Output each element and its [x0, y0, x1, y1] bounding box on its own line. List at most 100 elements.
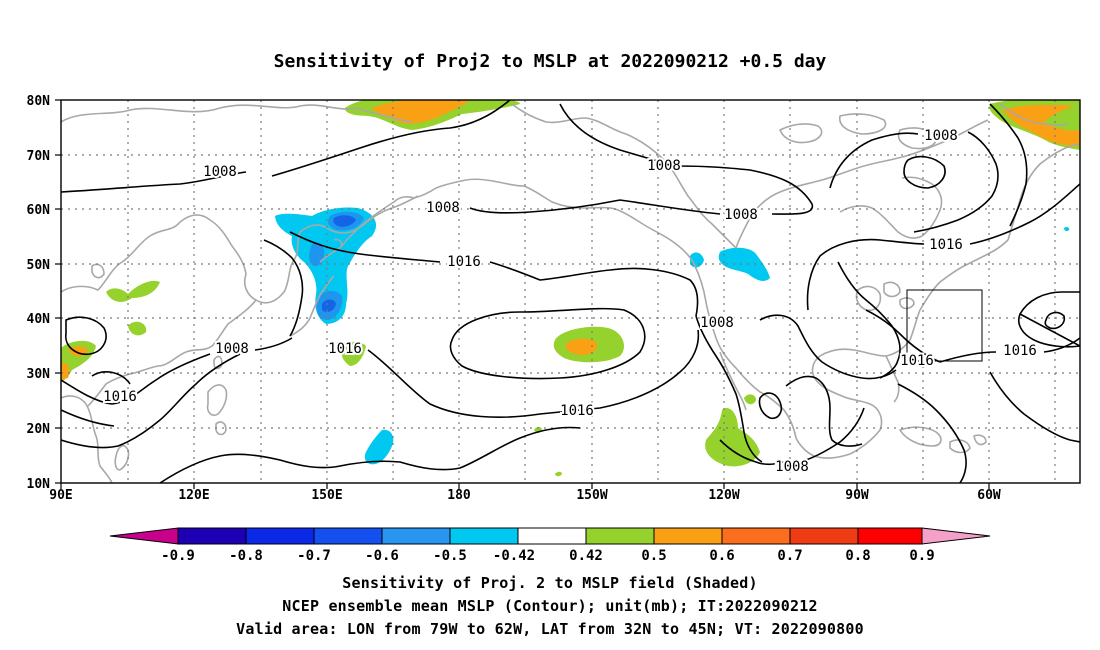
coast-canada-islands: [779, 113, 937, 150]
shade-green-mexico-small: [744, 394, 756, 405]
coastline-layer: [61, 103, 1080, 483]
coast-east-asia: [61, 195, 419, 304]
contour-1008-north: [61, 100, 511, 193]
coast-alaska: [511, 103, 737, 249]
colorbar-swatch: [789, 527, 859, 545]
contour-1008-se-us: [785, 375, 863, 447]
lat-label: 40N: [27, 312, 51, 327]
contour-1016-north: [289, 231, 699, 317]
colorbar: [109, 527, 991, 545]
colorbar-swatch: [177, 527, 247, 545]
lon-label: 150W: [576, 488, 607, 503]
contour-1016-atl-high: [1018, 291, 1080, 348]
label-1008-california: 1008: [700, 315, 734, 331]
map-background: [61, 100, 1080, 483]
contour-label-layer: 1008 1008 1008 1008 1008 1016 1016 1016 …: [101, 126, 1039, 477]
contour-1008-bering-loop: [559, 103, 813, 215]
coast-great-lakes: [855, 281, 915, 312]
shade-orange-greenland: [1003, 104, 1080, 146]
footer-line-1: Sensitivity of Proj. 2 to MSLP field (Sh…: [342, 574, 758, 592]
contour-1008-california: [695, 315, 763, 463]
contour-1016-pacific-high: [367, 329, 700, 418]
coast-greenland: [999, 103, 1080, 241]
contour-1016-atl-inner: [1044, 311, 1066, 330]
contour-1008-canada-arctic: [829, 131, 999, 233]
label-1016-southchina: 1016: [103, 389, 137, 405]
colorbar-label: -0.5: [433, 548, 467, 564]
coast-siberia: [61, 104, 413, 123]
colorbar-labels: -0.9 -0.8 -0.7 -0.6 -0.5 -0.42 0.42 0.5 …: [161, 548, 935, 564]
colorbar-label: -0.7: [297, 548, 331, 564]
lat-label: 70N: [27, 149, 51, 164]
coast-alaska-south: [523, 185, 695, 265]
coast-indochina: [61, 395, 130, 483]
contour-1016-florida-south: [897, 383, 967, 483]
shade-green-china-b: [128, 321, 147, 336]
contour-1008-hudson-low: [903, 155, 946, 189]
contour-1008-greenland: [989, 103, 1028, 227]
lon-label: 90E: [49, 488, 72, 503]
valid-area-box: [906, 289, 983, 362]
label-1008-alaska: 1008: [647, 158, 681, 174]
shade-orange-arctic-north: [372, 100, 470, 124]
label-1016-canada: 1016: [929, 237, 963, 253]
axis-ticks: [55, 99, 990, 489]
lat-label: 10N: [27, 477, 51, 492]
label-1016-japan: 1016: [328, 341, 362, 357]
contour-1016-us-east: [759, 314, 897, 380]
contour-1008-ring-inner: [469, 199, 621, 214]
contour-1016-japan: [263, 239, 304, 337]
label-1016-eastcoast: 1016: [900, 353, 934, 369]
footer-line-2: NCEP ensemble mean MSLP (Contour); unit(…: [282, 597, 818, 615]
label-1016-aleutian: 1016: [447, 254, 481, 270]
lon-label: 120W: [708, 488, 739, 503]
coast-hudson-bay: [839, 176, 943, 239]
colorbar-label: 0.5: [641, 548, 666, 564]
gridlines: [61, 100, 1080, 483]
colorbar-swatch: [585, 527, 655, 545]
label-1008-northwest: 1008: [203, 164, 237, 180]
lon-axis-labels: 90E 120E 150E 180 150W 120W 90W 60W: [49, 488, 1001, 503]
colorbar-swatch: [381, 527, 451, 545]
coast-philippines: [206, 384, 228, 436]
lat-axis-labels: 80N 70N 60N 50N 40N 30N 20N 10N: [27, 94, 51, 492]
lat-label: 50N: [27, 258, 51, 273]
coast-namerica-east: [909, 239, 1009, 341]
mslp-contours: [61, 100, 1080, 483]
coast-aleutians: [435, 178, 525, 189]
contour-1016-atl-south: [989, 371, 1080, 443]
colorbar-label: 0.7: [777, 548, 802, 564]
label-1008-greenland: 1008: [924, 128, 958, 144]
colorbar-swatch: [857, 527, 923, 545]
lon-label: 60W: [977, 488, 1001, 503]
label-1008-china: 1008: [215, 341, 249, 357]
colorbar-label: -0.8: [229, 548, 263, 564]
label-1008-bering: 1008: [426, 200, 460, 216]
contour-1016-sw-loops: [61, 316, 131, 427]
label-1016-pacific-high: 1016: [560, 403, 594, 419]
lon-label: 120E: [178, 488, 209, 503]
shade-deepblue-honshu: [322, 299, 336, 312]
footer-line-3: Valid area: LON from 79W to 62W, LAT fro…: [236, 620, 864, 638]
colorbar-label: -0.9: [161, 548, 195, 564]
colorbar-label: 0.8: [845, 548, 870, 564]
shade-green-dot-b: [555, 471, 562, 477]
label-1008-hudson: 1008: [724, 207, 758, 223]
coast-china-south: [87, 299, 257, 407]
colorbar-swatch: [653, 527, 723, 545]
lon-label: 180: [447, 488, 471, 503]
colorbar-label: 0.42: [569, 548, 603, 564]
shade-deepblue-okhotsk: [333, 215, 356, 227]
shade-orange-bob: [61, 362, 70, 380]
colorbar-arrow-right: [921, 527, 991, 545]
lat-label: 20N: [27, 422, 51, 437]
coast-namerica-west: [693, 263, 851, 459]
shade-green-china-a: [106, 280, 160, 302]
map-frame: [60, 99, 1081, 484]
colorbar-arrow-left: [109, 527, 179, 545]
colorbar-label: -0.6: [365, 548, 399, 564]
lon-label: 90W: [845, 488, 869, 503]
colorbar-label: 0.9: [909, 548, 934, 564]
map-panel: 1008 1008 1008 1008 1008 1016 1016 1016 …: [61, 100, 1080, 483]
